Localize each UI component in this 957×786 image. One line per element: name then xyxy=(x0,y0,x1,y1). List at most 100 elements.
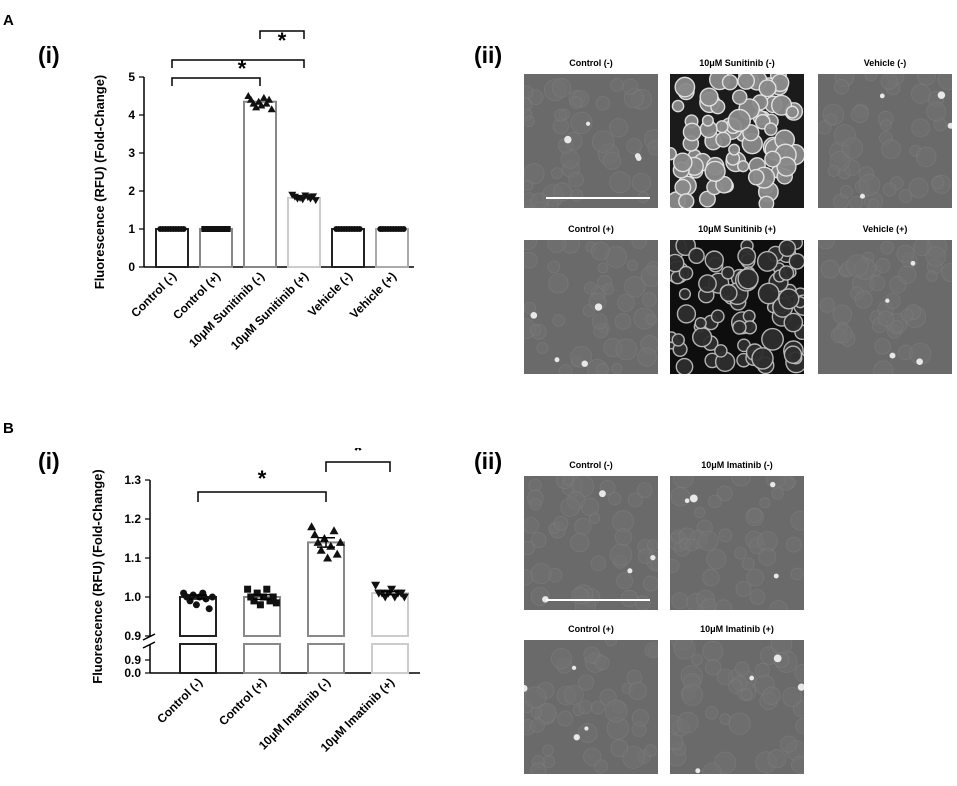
data-point xyxy=(260,593,268,601)
cell xyxy=(578,674,595,691)
cell xyxy=(678,193,695,208)
cell xyxy=(908,177,929,198)
cell xyxy=(718,528,733,543)
cell xyxy=(778,265,795,281)
cell xyxy=(641,292,657,308)
cell xyxy=(529,498,542,511)
cell xyxy=(742,309,756,323)
significance-bracket xyxy=(171,77,261,86)
cell xyxy=(678,265,694,281)
y-axis-label: Fluorescence (RFU) (Fold-Change) xyxy=(90,469,105,684)
micrograph-title: Control (+) xyxy=(568,624,614,634)
cell xyxy=(721,266,735,280)
cell xyxy=(594,655,610,671)
cell xyxy=(751,347,774,370)
cell xyxy=(595,95,611,111)
cell xyxy=(941,263,952,282)
cell xyxy=(832,304,853,325)
cell xyxy=(715,131,732,148)
cell xyxy=(758,79,777,98)
bar xyxy=(331,228,365,268)
bar xyxy=(179,596,217,637)
cell xyxy=(674,178,692,196)
data-point xyxy=(259,93,268,101)
cell xyxy=(913,240,932,257)
cell xyxy=(617,293,635,312)
cell xyxy=(685,538,699,552)
significance-bracket xyxy=(171,59,305,68)
bar-lower-segment xyxy=(179,643,217,674)
cell xyxy=(699,87,719,107)
cell xyxy=(705,706,719,720)
bright-spot xyxy=(910,260,916,266)
cell xyxy=(880,240,894,255)
cell xyxy=(728,679,743,694)
cell xyxy=(640,265,658,287)
bar xyxy=(155,228,189,268)
cell xyxy=(880,74,898,90)
cell xyxy=(681,684,703,706)
cell xyxy=(782,687,802,707)
y-tick-label: 1 xyxy=(128,222,135,236)
cell xyxy=(524,163,545,185)
cell xyxy=(719,284,738,302)
cell xyxy=(780,735,798,753)
cell xyxy=(524,251,538,269)
micrograph xyxy=(524,640,658,774)
cell xyxy=(704,250,725,270)
bright-spot xyxy=(773,654,782,663)
micrograph xyxy=(524,240,658,374)
y-tick-label: 0.9 xyxy=(124,653,141,667)
cell xyxy=(562,476,575,486)
cell xyxy=(674,76,696,98)
micrograph-title: 10μM Imatinib (+) xyxy=(700,624,774,634)
panel-b-sub-i: (i) xyxy=(38,448,60,474)
micrograph-title: 10μM Sunitinib (+) xyxy=(698,224,776,234)
cell xyxy=(794,663,804,682)
cell xyxy=(631,709,650,727)
cell xyxy=(827,165,840,177)
micrograph-title: Control (-) xyxy=(569,58,613,68)
bright-spot xyxy=(885,298,890,303)
data-point xyxy=(329,526,339,535)
micrograph-image xyxy=(818,74,952,208)
cell xyxy=(671,592,689,610)
cell xyxy=(547,240,566,254)
micrograph-image xyxy=(670,476,804,610)
cell xyxy=(898,189,913,203)
cell xyxy=(702,568,720,587)
bright-spot xyxy=(571,665,577,671)
cell xyxy=(614,313,632,330)
bright-spot xyxy=(554,357,560,363)
cell xyxy=(584,281,597,295)
bright-spot xyxy=(524,684,528,692)
cell xyxy=(554,108,568,122)
cell xyxy=(650,557,658,571)
cell xyxy=(882,182,897,197)
cell xyxy=(833,79,850,95)
cell xyxy=(839,185,853,199)
cell xyxy=(869,275,886,292)
data-point xyxy=(371,581,381,590)
bright-spot xyxy=(594,303,603,311)
cell xyxy=(626,138,643,154)
cell xyxy=(755,662,770,678)
cell xyxy=(778,240,797,258)
cell xyxy=(559,364,573,374)
cell xyxy=(602,151,622,170)
cell xyxy=(671,333,685,347)
cell xyxy=(791,755,804,774)
cell xyxy=(783,345,803,364)
significance-star: * xyxy=(354,448,363,463)
bright-spot xyxy=(889,352,896,359)
y-tick-label: 1.0 xyxy=(124,590,141,604)
data-point xyxy=(180,226,187,232)
bar-lower-segment xyxy=(307,643,345,674)
micrograph-image xyxy=(524,74,658,208)
cell xyxy=(880,119,892,131)
cell xyxy=(552,314,565,327)
cell xyxy=(864,74,878,82)
bright-spot xyxy=(773,573,779,579)
cell xyxy=(542,744,554,757)
data-point xyxy=(387,585,397,594)
